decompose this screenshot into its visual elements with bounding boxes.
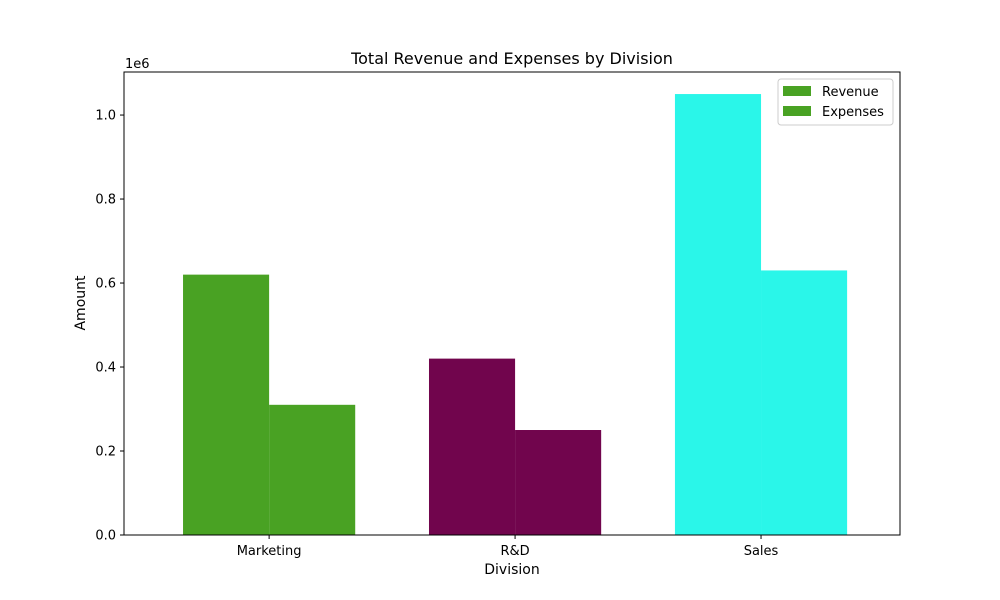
legend: Revenue Expenses bbox=[777, 78, 894, 126]
x-axis-label: Division bbox=[484, 562, 539, 578]
plot-area-frame bbox=[123, 71, 901, 536]
bar-expenses-r-d bbox=[515, 430, 602, 535]
legend-swatch-revenue bbox=[783, 86, 811, 96]
legend-label-revenue: Revenue bbox=[822, 85, 879, 100]
y-tick-label: 1.0 bbox=[95, 109, 116, 124]
bar-revenue-marketing bbox=[183, 274, 270, 535]
y-tick-label: 0.0 bbox=[95, 529, 116, 544]
x-tick-label: Marketing bbox=[237, 544, 302, 559]
x-axis-ticks: Marketing R&D Sales bbox=[237, 535, 779, 559]
legend-label-expenses: Expenses bbox=[822, 105, 884, 120]
y-axis-ticks: 0.0 0.2 0.4 0.6 0.8 1.0 bbox=[95, 109, 124, 544]
y-tick-label: 0.8 bbox=[95, 193, 116, 208]
chart-title: Total Revenue and Expenses by Division bbox=[350, 49, 673, 68]
y-tick-label: 0.2 bbox=[95, 445, 116, 460]
bar-expenses-marketing bbox=[269, 404, 356, 535]
bar-expenses-sales bbox=[761, 270, 848, 535]
y-axis-label: Amount bbox=[73, 275, 89, 331]
bar-revenue-sales bbox=[674, 94, 762, 536]
y-axis-offset-label: 1e6 bbox=[125, 57, 150, 72]
x-tick-label: R&D bbox=[500, 544, 529, 559]
legend-swatch-expenses bbox=[783, 106, 811, 116]
y-tick-label: 0.4 bbox=[95, 361, 116, 376]
y-tick-label: 0.6 bbox=[95, 277, 116, 292]
bar-revenue-r-d bbox=[428, 358, 516, 535]
x-tick-label: Sales bbox=[744, 544, 779, 559]
bars-group bbox=[183, 94, 848, 536]
